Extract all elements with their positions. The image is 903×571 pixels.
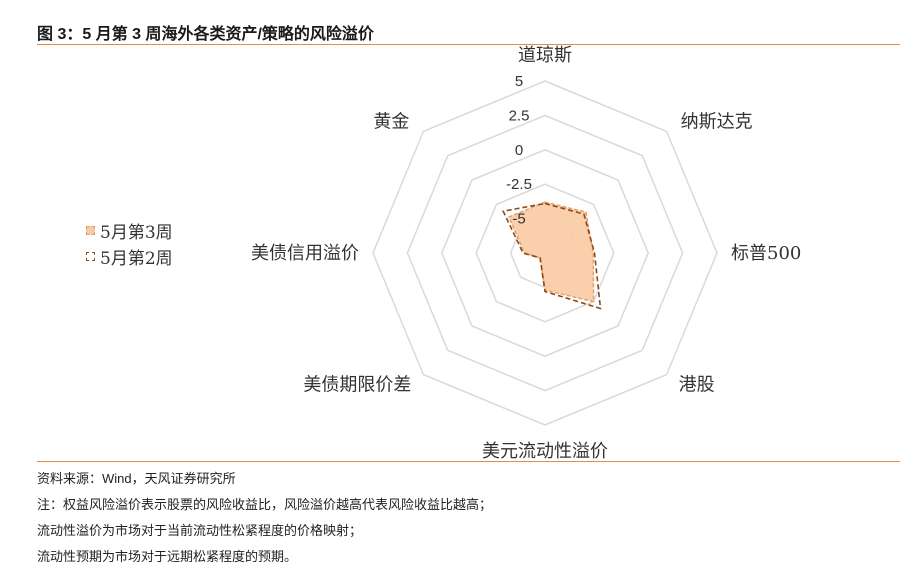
- radial-tick-label: -5: [512, 211, 525, 228]
- radial-tick-label: 0: [515, 142, 523, 159]
- axis-label-2: 纳斯达克: [681, 111, 753, 132]
- grid-ring-5: [372, 80, 718, 426]
- legend-item-week3: 5月第3周: [86, 217, 173, 243]
- legend-item-week2: 5月第2周: [86, 243, 173, 269]
- axis-label-1: 道琼斯: [518, 45, 572, 66]
- note-line-3: 流动性预期为市场对于远期松紧程度的预期。: [37, 549, 298, 564]
- figure-title: 图 3：5 月第 3 周海外各类资产/策略的风险溢价: [37, 26, 374, 43]
- grid-ring-2: [475, 183, 615, 323]
- axis-label-8: 黄金: [373, 111, 409, 132]
- note-line-2: 流动性溢价为市场对于当前流动性松紧程度的价格映射；: [37, 523, 363, 538]
- series-2-polygon: [502, 202, 602, 310]
- title-rule: [37, 44, 900, 45]
- axis-label-4: 港股: [679, 375, 715, 396]
- radial-tick-label: 5: [515, 73, 523, 90]
- notes-rule: [37, 461, 900, 462]
- chart-legend: 5月第3周 5月第2周: [86, 217, 173, 269]
- axis-label-5: 美元流动性溢价: [482, 441, 608, 462]
- grid-ring-4: [406, 114, 684, 392]
- legend-label-week2: 5月第2周: [100, 248, 173, 269]
- radial-tick-label: -2.5: [506, 176, 532, 193]
- radial-tick-label: 2.5: [509, 107, 530, 124]
- source-notes: 资料来源：Wind，天风证券研究所 注：权益风险溢价表示股票的风险收益比，风险溢…: [37, 466, 492, 570]
- note-line-1: 注：权益风险溢价表示股票的风险收益比，风险溢价越高代表风险收益比越高；: [37, 497, 493, 512]
- axis-label-6: 美债期限价差: [303, 375, 411, 396]
- legend-swatch-filled: [86, 225, 95, 235]
- axis-label-3: 标普500: [731, 243, 801, 264]
- source-line: 资料来源：Wind，天风证券研究所: [37, 471, 236, 486]
- grid-ring-3: [440, 148, 650, 358]
- radial-ticks: 5 2.5 0 -2.5 -5: [506, 73, 532, 228]
- radar-series: [502, 201, 602, 310]
- legend-swatch-dashed: [86, 251, 95, 261]
- legend-label-week3: 5月第3周: [100, 222, 173, 243]
- axis-label-7: 美债信用溢价: [251, 243, 359, 264]
